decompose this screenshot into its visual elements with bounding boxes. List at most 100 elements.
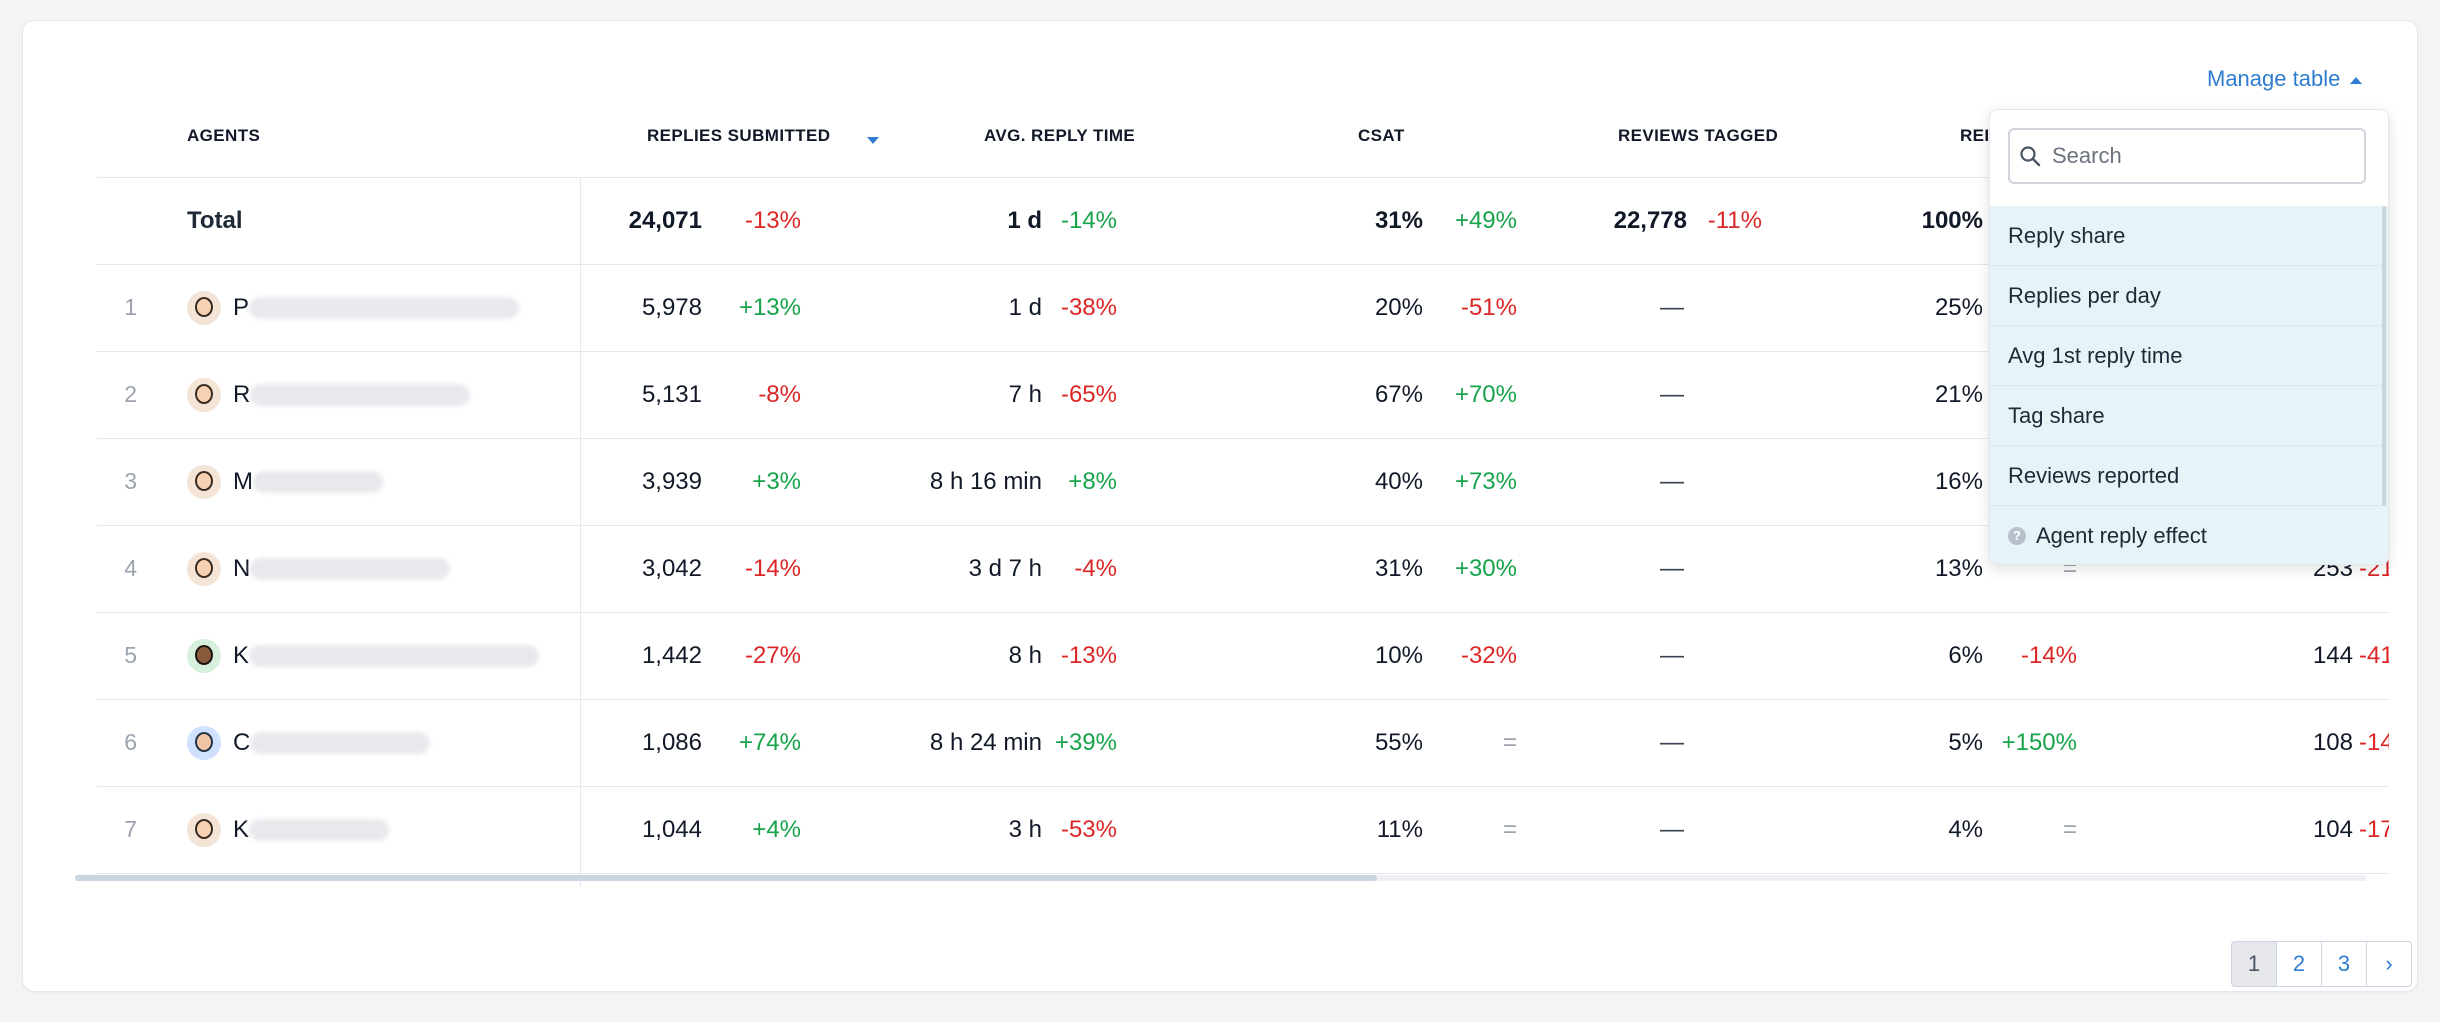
scrollbar-thumb[interactable] <box>75 875 1377 881</box>
option-replies-per-day[interactable]: Replies per day <box>1990 266 2388 326</box>
total-share: 100% <box>1921 207 1983 234</box>
total-csat: 31% <box>1374 207 1423 234</box>
replies-value: 3,042 <box>641 555 702 582</box>
option-label: Agent reply effect <box>2036 523 2207 548</box>
page-3-button[interactable]: 3 <box>2321 942 2366 986</box>
total-tagged: 22,778 <box>1613 207 1687 234</box>
avg-reply-value: 8 h <box>1008 642 1042 669</box>
avatar <box>187 290 221 325</box>
replies-delta: +3% <box>752 468 801 495</box>
header-reviews-tagged[interactable]: REVIEWS TAGGED <box>1618 126 1779 145</box>
agent-name-initial: N <box>233 555 251 582</box>
csat-delta: = <box>1502 816 1517 843</box>
avatar <box>187 725 221 760</box>
agent-cell[interactable]: M <box>187 438 383 525</box>
row-number: 5 <box>124 642 137 668</box>
option-label: Reviews reported <box>2008 463 2180 488</box>
header-avg-reply-time[interactable]: AVG. REPLY TIME <box>984 126 1136 145</box>
header-csat[interactable]: CSAT <box>1358 126 1405 145</box>
table-row: 6 C 1,086 +74% 8 h 24 min +39% 55% = — 5% +150% 108… <box>97 699 2389 787</box>
avatar <box>187 464 221 499</box>
header-replies-submitted[interactable]: REPLIES SUBMITTED <box>647 126 831 145</box>
option-reviews-reported[interactable]: Reviews reported <box>1990 446 2388 506</box>
share-value: 21% <box>1934 381 1983 408</box>
avatar <box>187 812 221 847</box>
agent-cell[interactable]: R <box>187 351 471 438</box>
option-label: Avg 1st reply time <box>2008 343 2183 368</box>
search-icon <box>2010 145 2050 167</box>
option-tag-share[interactable]: Tag share <box>1990 386 2388 446</box>
total-label: Total <box>187 207 243 234</box>
redacted-name <box>249 644 540 667</box>
share-value: 13% <box>1934 555 1983 582</box>
table-row: 4N3,042-14%3 d 7 h-4%31%+30%—13%=253-21% <box>97 525 2389 613</box>
manage-table-button[interactable]: Manage table <box>2207 63 2363 95</box>
agent-name-initial: K <box>233 642 250 669</box>
horizontal-scrollbar[interactable] <box>75 875 2367 881</box>
dropdown-scrollbar[interactable] <box>2382 206 2386 506</box>
avg-reply-value: 3 d 7 h <box>968 555 1042 582</box>
page-1-button[interactable]: 1 <box>2232 942 2276 986</box>
tagged-value: — <box>1660 729 1684 756</box>
redacted-name <box>249 818 390 841</box>
csat-delta: = <box>1502 729 1517 756</box>
agent-cell[interactable]: K <box>187 786 390 873</box>
sort-desc-icon[interactable] <box>867 137 879 144</box>
total-csat-delta: +49% <box>1454 207 1517 234</box>
csat-delta: +70% <box>1454 381 1517 408</box>
avg-reply-delta: +39% <box>1054 729 1117 756</box>
option-avg-1st-reply-time[interactable]: Avg 1st reply time <box>1990 326 2388 386</box>
replies-delta: -14% <box>744 555 801 582</box>
redacted-name <box>250 557 451 580</box>
option-reply-share[interactable]: Reply share <box>1990 206 2388 266</box>
help-icon[interactable]: ? <box>2008 526 2026 545</box>
avg-reply-delta: -38% <box>1060 294 1117 321</box>
avg-reply-delta: -4% <box>1074 555 1117 582</box>
next-page-button[interactable]: › <box>2366 942 2411 986</box>
table-header: AGENTS REPLIES SUBMITTED AVG. REPLY TIME… <box>97 107 2389 178</box>
replies-value: 1,086 <box>641 729 702 756</box>
page-2-button[interactable]: 2 <box>2276 942 2321 986</box>
total-tagged-delta: -11% <box>1707 207 1762 234</box>
share-delta: +150% <box>2001 729 2077 756</box>
avg-reply-delta: +8% <box>1068 468 1117 495</box>
agent-cell[interactable]: N <box>187 525 451 612</box>
agent-cell[interactable]: K <box>187 612 540 699</box>
csat-value: 11% <box>1376 816 1423 843</box>
column-divider <box>580 177 581 887</box>
replies-delta: +4% <box>752 816 801 843</box>
row-number: 1 <box>124 294 137 320</box>
agent-cell[interactable]: P <box>187 264 520 351</box>
total-replies-delta: -13% <box>744 207 801 234</box>
agent-cell[interactable]: C <box>187 699 431 786</box>
replies-value: 3,939 <box>641 468 702 495</box>
count-value: 108 <box>2312 729 2353 756</box>
header-reply-share[interactable]: REI <box>1960 126 1990 145</box>
column-options-list: Reply share Replies per day Avg 1st repl… <box>1990 206 2388 564</box>
csat-value: 40% <box>1374 468 1423 495</box>
row-number: 4 <box>124 555 137 581</box>
option-label: Tag share <box>2008 403 2105 428</box>
table-row: 3 M 3,939 +3% 8 h 16 min +8% 40% +73% — 16% <box>97 438 2389 526</box>
option-agent-reply-effect[interactable]: ? Agent reply effect <box>1990 506 2388 564</box>
replies-value: 5,978 <box>641 294 702 321</box>
tagged-value: — <box>1660 294 1684 321</box>
redacted-name <box>250 731 431 754</box>
row-number: 2 <box>124 381 137 407</box>
count-value: 104 <box>2312 816 2353 843</box>
redacted-name <box>249 296 520 319</box>
search-input[interactable] <box>2050 142 2354 170</box>
option-label: Reply share <box>2008 223 2126 248</box>
replies-value: 1,442 <box>641 642 702 669</box>
row-number: 7 <box>124 816 137 842</box>
csat-delta: +73% <box>1454 468 1517 495</box>
replies-delta: -27% <box>744 642 801 669</box>
share-value: 25% <box>1934 294 1983 321</box>
redacted-name <box>250 383 471 406</box>
header-agents[interactable]: AGENTS <box>187 126 261 145</box>
table-row: 1 P 5,978 +13% 1 d -38% 20% -51% — 25% <box>97 264 2389 352</box>
avg-reply-value: 7 h <box>1008 381 1042 408</box>
caret-up-icon <box>2350 76 2363 84</box>
avg-reply-value: 1 d <box>1008 294 1042 321</box>
replies-delta: +13% <box>738 294 801 321</box>
